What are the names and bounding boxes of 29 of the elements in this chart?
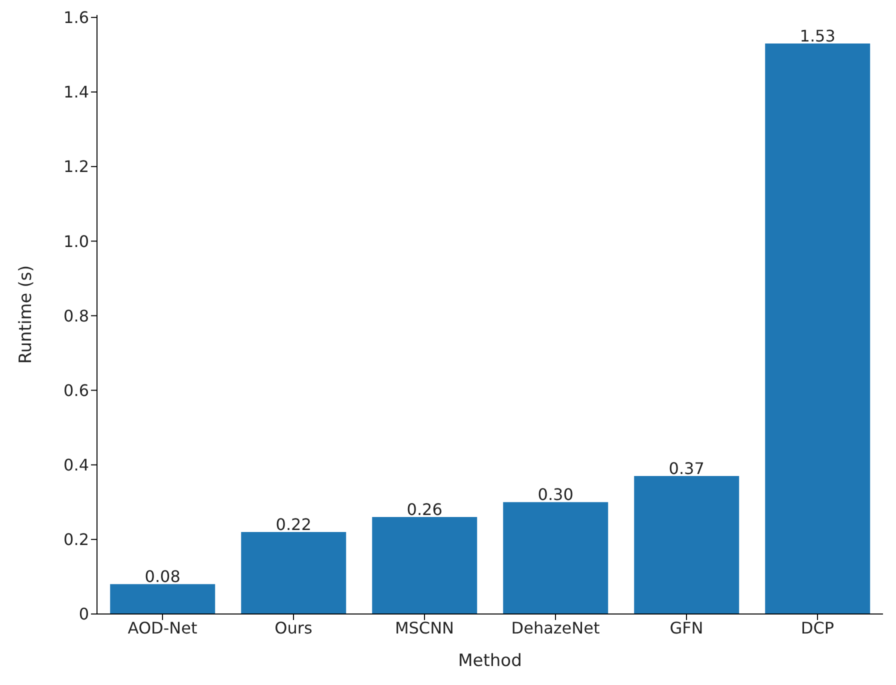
bar [110, 584, 216, 614]
x-axis-title: Method [458, 651, 522, 672]
data-label: 0.22 [276, 514, 312, 534]
data-label: 1.53 [800, 26, 836, 46]
y-tick-label: 1.2 [64, 157, 89, 176]
x-tick-label: Ours [274, 618, 312, 638]
data-label: 0.26 [406, 500, 442, 520]
x-tick-label: DehazeNet [511, 618, 600, 638]
data-label: 0.08 [144, 567, 180, 586]
bar [372, 517, 478, 614]
y-tick-label: 1.6 [64, 8, 89, 28]
y-tick-label: 0.6 [64, 380, 89, 400]
y-tick-label: 0.8 [64, 306, 89, 326]
y-tick-label: 0.4 [64, 456, 89, 475]
y-axis-title: Runtime (s) [16, 265, 36, 364]
y-tick-label: 1.0 [64, 232, 89, 251]
y-tick-label: 0.2 [64, 530, 89, 550]
x-tick-label: DCP [800, 618, 834, 638]
x-tick-label: GFN [670, 618, 704, 638]
data-label: 0.30 [538, 485, 574, 504]
y-tick-label: 0 [78, 604, 89, 624]
bar [241, 532, 346, 614]
x-tick-label: AOD-Net [128, 618, 198, 638]
bar [503, 502, 608, 614]
bar [765, 44, 870, 614]
data-label: 0.37 [668, 459, 704, 478]
y-tick-label: 1.4 [64, 82, 89, 102]
bar [634, 476, 740, 614]
x-tick-label: MSCNN [394, 618, 454, 638]
